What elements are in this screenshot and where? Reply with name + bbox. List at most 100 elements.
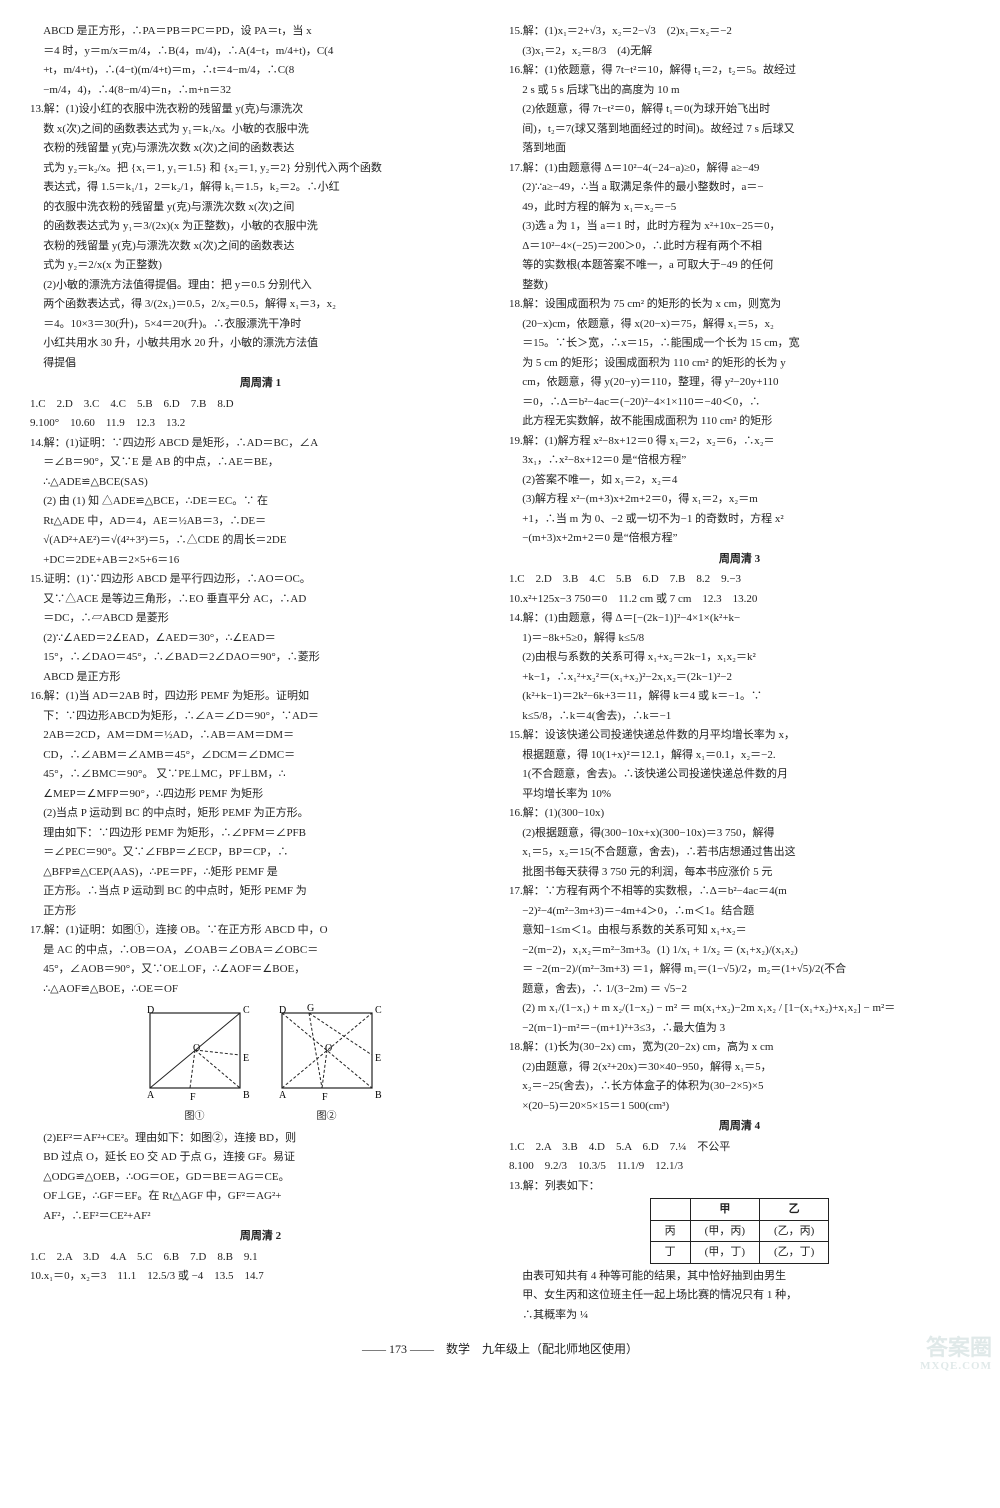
zzq4-ans2: 8.100 9.2/3 10.3/5 11.1/9 12.1/3	[509, 1158, 970, 1175]
r15-l2: (3)x₁＝2，x₂＝8/3 (4)无解	[509, 43, 970, 60]
fig1-label: 图①	[135, 1109, 255, 1124]
p13-l2: 数 x(次)之间的函数表达式为 y₁＝k₁/x。小敏的衣服中洗	[30, 121, 491, 138]
zzq2-ans2: 10.x₁＝0，x₂＝3 11.1 12.5/3 或 −4 13.5 14.7	[30, 1268, 491, 1285]
p17b-l1: (2)EF²＝AF²+CE²。理由如下：如图②，连接 BD，则	[30, 1130, 491, 1147]
r19-l1: 19.解：(1)解方程 x²−8x+12＝0 得 x₁＝2，x₂＝6，∴x₂＝	[509, 433, 970, 450]
table-row: 丁 (甲，丁) (乙，丁)	[650, 1242, 829, 1264]
p14-l5: Rt△ADE 中，AD＝4，AE＝½AB＝3，∴DE＝	[30, 513, 491, 530]
p17a-l1: 17.解：(1)证明：如图①，连接 OB。∵在正方形 ABCD 中，O	[30, 922, 491, 939]
svg-text:E: E	[243, 1053, 249, 1064]
svg-text:B: B	[375, 1090, 382, 1101]
p13-l10: (2)小敏的漂洗方法值得提倡。理由：把 y＝0.5 分别代入	[30, 277, 491, 294]
p12-l1: ABCD 是正方形，∴PA＝PB＝PC＝PD，设 PA＝t，当 x	[30, 23, 491, 40]
td: 丁	[650, 1242, 690, 1264]
r17-l2: (2)∵a≥−49，∴当 a 取满足条件的最小整数时，a＝−	[509, 179, 970, 196]
r18-l5: cm，依题意，得 y(20−y)＝110，整理，得 y²−20y+110	[509, 374, 970, 391]
r18-l3: ＝15。∵长＞宽，∴x＝15，∴能围成一个长为 15 cm，宽	[509, 335, 970, 352]
right-column: 15.解：(1)x₁＝2+√3，x₂＝2−√3 (2)x₁＝x₂＝−2 (3)x…	[509, 20, 970, 1326]
r19-l5: +1，∴当 m 为 0、−2 或一切不为−1 的奇数时，方程 x²	[509, 511, 970, 528]
p13-l13: 小红共用水 30 升，小敏共用水 20 升，小敏的漂洗方法值	[30, 335, 491, 352]
p17b-l5: AF²，∴EF²＝CE²+AF²	[30, 1208, 491, 1225]
svg-text:F: F	[190, 1092, 196, 1103]
r17-l7: 整数)	[509, 277, 970, 294]
probability-table: 甲 乙 丙 (甲，丙) (乙，丙) 丁 (甲，丁) (乙，丁)	[650, 1198, 830, 1264]
svg-text:G: G	[307, 1003, 314, 1014]
r14b-l4: +k−1，∴x₁²+x₂²＝(x₁+x₂)²−2x₁x₂＝(2k−1)²−2	[509, 669, 970, 686]
r16-l2: 2 s 或 5 s 后球飞出的高度为 10 m	[509, 82, 970, 99]
r15-l1: 15.解：(1)x₁＝2+√3，x₂＝2−√3 (2)x₁＝x₂＝−2	[509, 23, 970, 40]
p12-l4: −m/4，4)，∴4(8−m/4)＝n，∴m+n＝32	[30, 82, 491, 99]
p16-l12: 正方形	[30, 903, 491, 920]
p13-l4: 式为 y₂＝k₂/x。把 {x₁＝1, y₁＝1.5} 和 {x₂＝1, y₂＝…	[30, 160, 491, 177]
p16-l3: 2AB＝2CD，AM＝DM＝½AD，∴AB＝AM＝DM＝	[30, 727, 491, 744]
r17-l4: (3)选 a 为 1，当 a＝1 时，此时方程为 x²+10x−25＝0，	[509, 218, 970, 235]
p16-l7: (2)当点 P 运动到 BC 的中点时，矩形 PEMF 为正方形。	[30, 805, 491, 822]
r15b-l3: 1(不合题意，舍去)。∴该快递公司投递快递总件数的月	[509, 766, 970, 783]
table-row: 丙 (甲，丙) (乙，丙)	[650, 1220, 829, 1242]
r16b-l4: 批图书每天获得 3 750 元的利润，每本书应涨价 5 元	[509, 864, 970, 881]
th-yi: 乙	[760, 1199, 829, 1221]
r17b-l6: 题意，舍去)，∴ 1/(3−2m) ＝ √5−2	[509, 981, 970, 998]
p16-l1: 16.解：(1)当 AD＝2AB 时，四边形 PEMF 为矩形。证明如	[30, 688, 491, 705]
p13-l8: 衣粉的残留量 y(克)与漂洗次数 x(次)之间的函数表达	[30, 238, 491, 255]
svg-text:F: F	[322, 1092, 328, 1103]
r17b-l2: −2)²−4(m²−3m+3)＝−4m+4＞0，∴m＜1。结合题	[509, 903, 970, 920]
zzq4-ans1: 1.C 2.A 3.B 4.D 5.A 6.D 7.¼ 不公平	[509, 1139, 970, 1156]
r17-l1: 17.解：(1)由题意得 Δ＝10²−4(−24−a)≥0，解得 a≥−49	[509, 160, 970, 177]
r17b-l3: 意知−1≤m＜1。由根与系数的关系可知 x₁+x₂＝	[509, 922, 970, 939]
watermark: 答案圈 MXQE.COM	[920, 1336, 992, 1372]
p17b-l3: △ODG≌△OEB，∴OG＝OE，GD＝BE＝AG＝CE。	[30, 1169, 491, 1186]
p17a-l2: 是 AC 的中点，∴OB＝OA，∠OAB＝∠OBA＝∠OBC＝	[30, 942, 491, 959]
r15b-l4: 平均增长率为 10%	[509, 786, 970, 803]
p16-l5: 45°，∴∠BMC＝90°。 又∵PE⊥MC，PF⊥BM，∴	[30, 766, 491, 783]
figure-row: D C A B O E F 图① D C	[30, 1003, 491, 1124]
r17b-l1: 17.解：∵方程有两个不相等的实数根，∴Δ＝b²−4ac＝4(m	[509, 883, 970, 900]
p13-l3: 衣粉的残留量 y(克)与漂洗次数 x(次)之间的函数表达	[30, 140, 491, 157]
watermark-small: MXQE.COM	[920, 1360, 992, 1372]
r17b-l4: −2(m−2)，x₁x₂＝m²−3m+3。(1) 1/x₁ + 1/x₂ ＝ (…	[509, 942, 970, 959]
table-row: 甲 乙	[650, 1199, 829, 1221]
page: ABCD 是正方形，∴PA＝PB＝PC＝PD，设 PA＝t，当 x ＝4 时，y…	[30, 20, 970, 1326]
r16-l1: 16.解：(1)依题意，得 7t−t²＝10，解得 t₁＝2，t₂＝5。故经过	[509, 62, 970, 79]
p15-l6: ABCD 是正方形	[30, 669, 491, 686]
p13-l12: ＝4。10×3＝30(升)，5×4＝20(升)。∴衣服漂洗干净时	[30, 316, 491, 333]
p16-l6: ∠MEP＝∠MFP＝90°，∴四边形 PEMF 为矩形	[30, 786, 491, 803]
p17a-l4: ∴△AOF≌△BOE，∴OE＝OF	[30, 981, 491, 998]
p14-l4: (2) 由 (1) 知 △ADE≌△BCE，∴DE＝EC。∵ 在	[30, 493, 491, 510]
p13-l9: 式为 y₂＝2/x(x 为正整数)	[30, 257, 491, 274]
p13-l6: 的衣服中洗衣粉的残留量 y(克)与漂洗次数 x(次)之间	[30, 199, 491, 216]
svg-text:A: A	[147, 1090, 155, 1101]
r14b-l6: k≤5/8，∴k＝4(舍去)，∴k＝−1	[509, 708, 970, 725]
p16-l10: △BFP≌△CEP(AAS)，∴PE＝PF，∴矩形 PEMF 是	[30, 864, 491, 881]
r17-l3: 49，此时方程的解为 x₁＝x₂＝−5	[509, 199, 970, 216]
r16b-l3: x₁＝5，x₂＝15(不合题意，舍去)，∴若书店想通过售出这	[509, 844, 970, 861]
p14-l1: 14.解：(1)证明：∵四边形 ABCD 是矩形，∴AD＝BC，∠A	[30, 435, 491, 452]
r18-l7: 此方程无实数解，故不能围成面积为 110 cm² 的矩形	[509, 413, 970, 430]
svg-text:C: C	[375, 1005, 382, 1016]
p12-l2: ＝4 时，y＝m/x＝m/4，∴B(4，m/4)，∴A(4−t，m/4+t)，C…	[30, 43, 491, 60]
figure-2: D C A B O G E F 图②	[267, 1003, 387, 1124]
p15-l4: (2)∵∠AED＝2∠EAD，∠AED＝30°，∴∠EAD＝	[30, 630, 491, 647]
p13-l1: 13.解：(1)设小红的衣服中洗衣粉的残留量 y(克)与漂洗次	[30, 101, 491, 118]
r17-l5: Δ＝10²−4×(−25)＝200＞0，∴此时方程有两个不相	[509, 238, 970, 255]
zzq2-title: 周周清 2	[30, 1228, 491, 1245]
r18-l4: 为 5 cm 的矩形；设围成面积为 110 cm² 的矩形的长为 y	[509, 355, 970, 372]
r14b-l2: 1)＝−8k+5≥0，解得 k≤5/8	[509, 630, 970, 647]
p15-l2: 又∵△ACE 是等边三角形，∴EO 垂直平分 AC，∴AD	[30, 591, 491, 608]
r16-l4: 间)，t₂＝7(球又落到地面经过的时间)。故经过 7 s 后球又	[509, 121, 970, 138]
p14-l6: √(AD²+AE²)＝√(4²+3²)＝5，∴△CDE 的周长＝2DE	[30, 532, 491, 549]
r19-l3: (2)答案不唯一，如 x₁＝2，x₂＝4	[509, 472, 970, 489]
r15b-l1: 15.解：设该快递公司投递快递总件数的月平均增长率为 x，	[509, 727, 970, 744]
r15b-l2: 根据题意，得 10(1+x)²＝12.1，解得 x₁＝0.1，x₂＝−2.	[509, 747, 970, 764]
r16-l3: (2)依题意，得 7t−t²＝0，解得 t₁＝0(为球开始飞出时	[509, 101, 970, 118]
th-blank	[650, 1199, 690, 1221]
r14b-l5: (k²+k−1)＝2k²−6k+3＝11，解得 k＝4 或 k＝−1。∵	[509, 688, 970, 705]
p17a-l3: 45°，∠AOB＝90°，又∵OE⊥OF，∴∠AOF＝∠BOE，	[30, 961, 491, 978]
r16b-l1: 16.解：(1)(300−10x)	[509, 805, 970, 822]
p16-l11: 正方形。∴当点 P 运动到 BC 的中点时，矩形 PEMF 为	[30, 883, 491, 900]
r18-l6: ＝0，∴Δ＝b²−4ac＝(−20)²−4×1×110＝−40＜0，∴	[509, 394, 970, 411]
p13-l14: 得提倡	[30, 355, 491, 372]
th-jia: 甲	[690, 1199, 759, 1221]
td: (乙，丙)	[760, 1220, 829, 1242]
r18b-l2: (2)由题意，得 2(x²+20x)＝30×40−950，解得 x₁＝5，	[509, 1059, 970, 1076]
